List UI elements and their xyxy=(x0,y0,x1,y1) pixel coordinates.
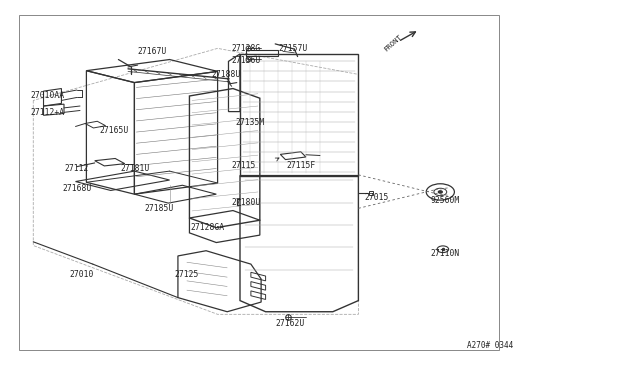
Text: 27165U: 27165U xyxy=(99,126,129,135)
Text: 27168U: 27168U xyxy=(63,185,92,193)
Text: 27125: 27125 xyxy=(174,270,198,279)
Circle shape xyxy=(438,191,442,193)
Text: 27167U: 27167U xyxy=(138,47,167,56)
Text: 27181U: 27181U xyxy=(120,164,150,173)
Text: 92560M: 92560M xyxy=(430,196,460,205)
Text: 27162U: 27162U xyxy=(275,319,305,328)
Text: 27010: 27010 xyxy=(69,270,93,279)
Text: 27128GA: 27128GA xyxy=(191,223,225,232)
Text: 27135M: 27135M xyxy=(236,118,265,126)
Text: 27112: 27112 xyxy=(64,164,88,173)
Text: 27156U: 27156U xyxy=(232,56,261,65)
Text: 27115F: 27115F xyxy=(287,161,316,170)
Text: 27115: 27115 xyxy=(232,161,256,170)
Text: 27128G: 27128G xyxy=(232,44,261,53)
Text: 27110N: 27110N xyxy=(430,249,460,258)
Text: A270# 0344: A270# 0344 xyxy=(467,341,513,350)
Bar xyxy=(19,15,499,350)
Text: FRONT: FRONT xyxy=(383,34,403,53)
Text: 27112+A: 27112+A xyxy=(31,108,65,117)
Text: 27015: 27015 xyxy=(365,193,389,202)
Text: 27180U: 27180U xyxy=(232,198,261,207)
Text: 27157U: 27157U xyxy=(278,44,308,53)
Text: 27185U: 27185U xyxy=(144,204,173,213)
Text: 27188U: 27188U xyxy=(211,70,241,79)
Text: 27010AA: 27010AA xyxy=(31,92,65,100)
